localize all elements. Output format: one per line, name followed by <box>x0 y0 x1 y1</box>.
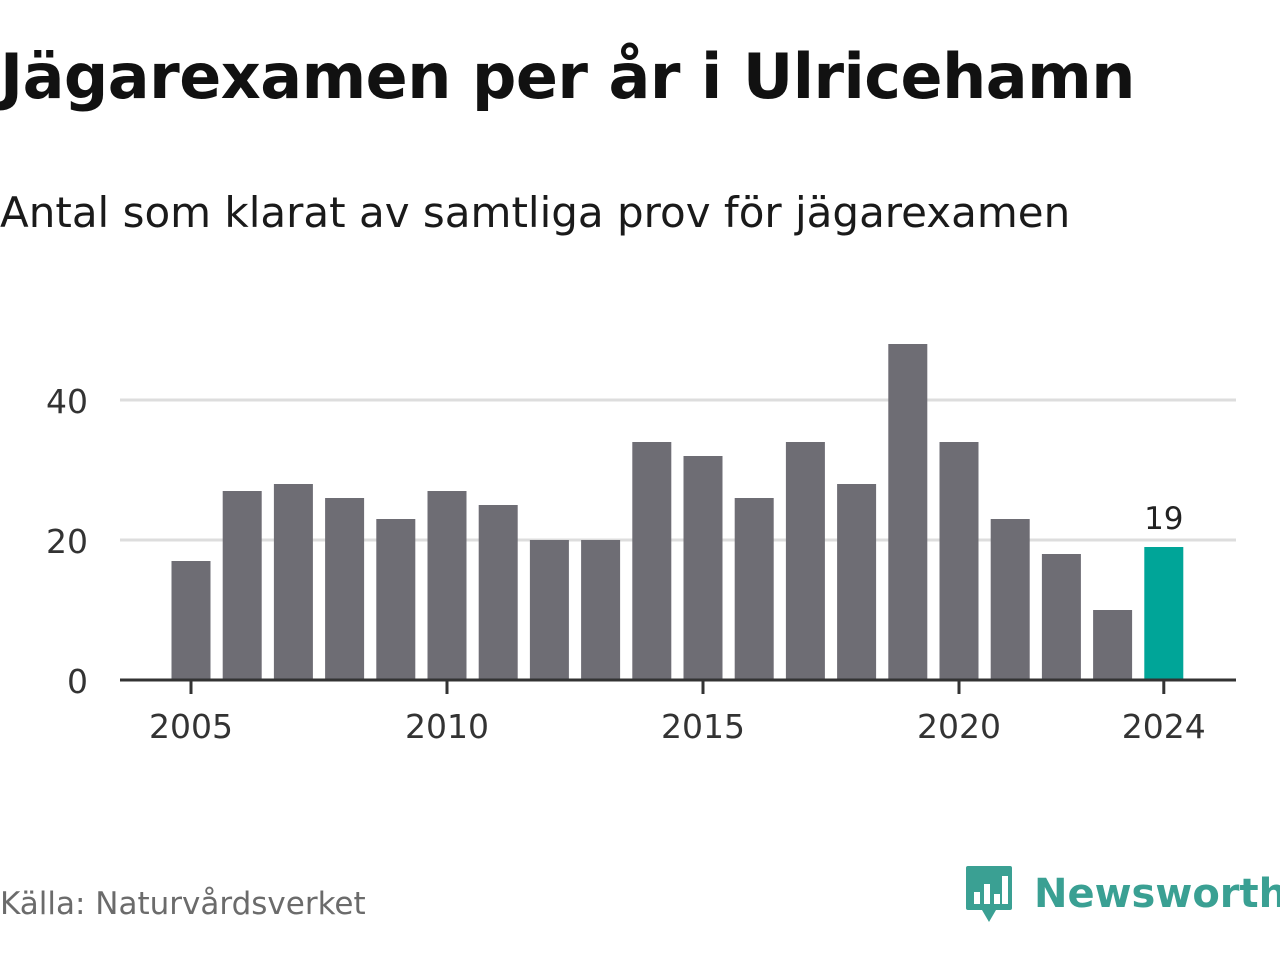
bar-2018 <box>837 484 877 680</box>
bar-2024 <box>1144 547 1184 680</box>
bar-chart-speech-bubble-icon <box>966 866 1012 922</box>
bar-2009 <box>376 519 416 680</box>
bar-2021 <box>990 519 1030 680</box>
axes <box>120 678 1236 694</box>
bar-2020 <box>939 442 979 680</box>
brand-name: Newsworthy <box>1034 871 1280 917</box>
x-tick-label: 2005 <box>149 707 233 746</box>
bar-2008 <box>325 498 365 680</box>
bar-2022 <box>1041 554 1081 680</box>
bars <box>171 344 1184 680</box>
bar-value-label: 19 <box>1144 501 1183 537</box>
bar-2005 <box>171 561 211 680</box>
bar-2011 <box>478 505 518 680</box>
chart-title: Jägarexamen per år i Ulricehamn <box>0 40 1135 113</box>
chart-subtitle: Antal som klarat av samtliga prov för jä… <box>0 188 1071 237</box>
bar-2006 <box>222 491 262 680</box>
source-note: Källa: Naturvårdsverket <box>0 886 366 922</box>
bar-2017 <box>785 442 825 680</box>
labels: 0 20 40 19 2005 2010 2015 2020 2024 <box>46 382 1206 746</box>
x-tick-label: 2020 <box>917 707 1001 746</box>
bar-2019 <box>888 344 928 680</box>
bar-2012 <box>529 540 569 680</box>
x-tick-label: 2024 <box>1122 707 1206 746</box>
bar-2023 <box>1093 610 1133 680</box>
x-tick-label: 2015 <box>661 707 745 746</box>
y-tick-label: 0 <box>67 662 88 701</box>
newsworthy-logo[interactable]: Newsworthy <box>964 864 1280 924</box>
bar-2007 <box>273 484 313 680</box>
y-tick-label: 20 <box>46 522 88 561</box>
bar-2016 <box>734 498 774 680</box>
bar-2013 <box>581 540 621 680</box>
bar-chart: 0 20 40 19 2005 2010 2015 2020 2024 <box>46 344 1236 746</box>
bar-2015 <box>683 456 723 680</box>
bar-2010 <box>427 491 467 680</box>
bar-2014 <box>632 442 672 680</box>
y-tick-label: 40 <box>46 382 88 421</box>
x-tick-label: 2010 <box>405 707 489 746</box>
